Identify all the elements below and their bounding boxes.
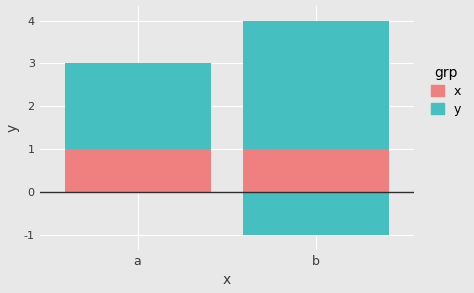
Bar <box>64 64 210 149</box>
X-axis label: x: x <box>222 273 231 287</box>
Bar <box>64 149 210 192</box>
Bar <box>243 149 389 192</box>
Bar <box>243 21 389 149</box>
Legend: x, y: x, y <box>424 59 468 124</box>
Bar <box>243 192 389 235</box>
Y-axis label: y: y <box>6 124 19 132</box>
